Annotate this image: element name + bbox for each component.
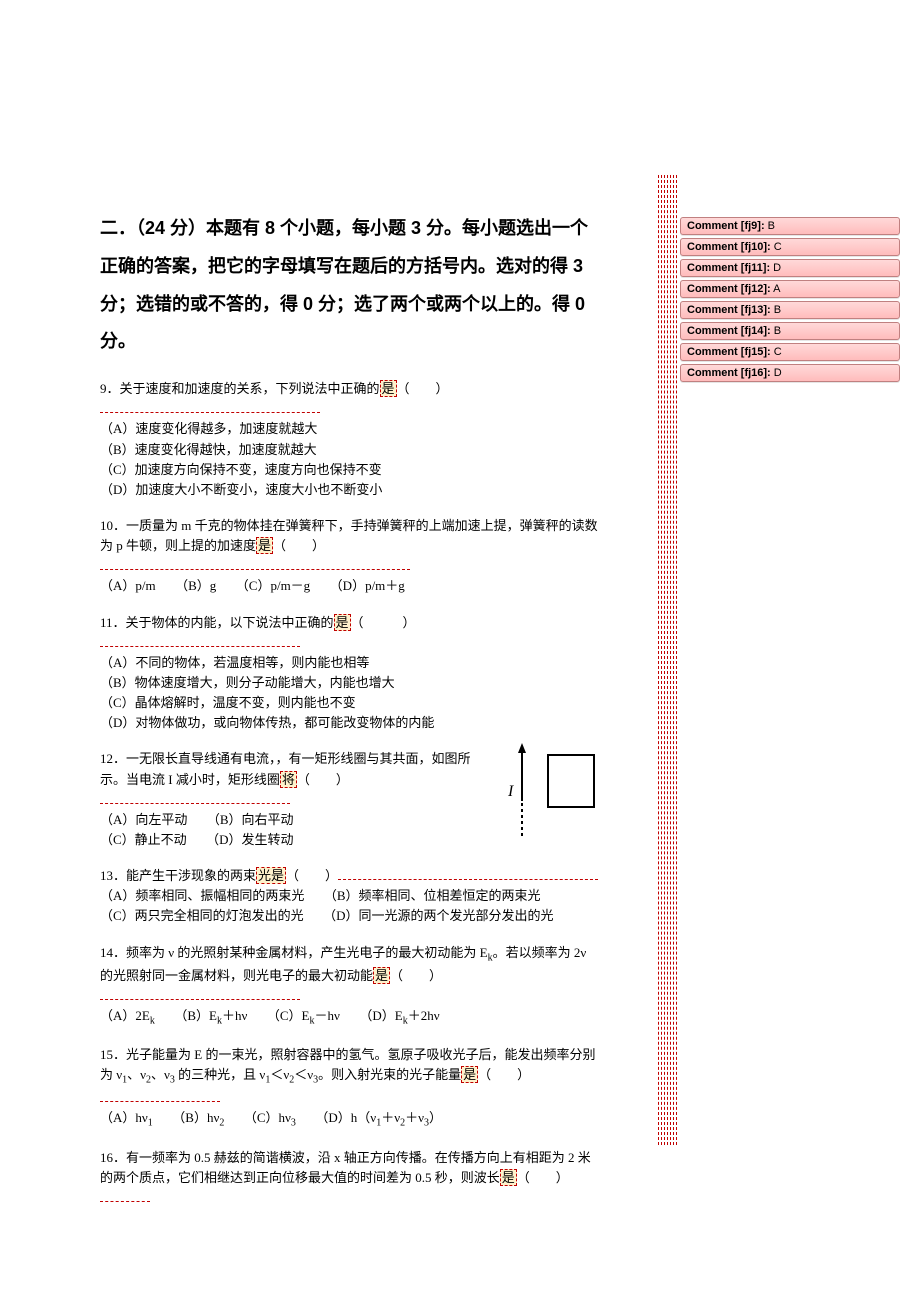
q9-opt-b: （B）速度变化得越快，加速度就越大 xyxy=(100,440,600,460)
q9-stem-a: 9．关于速度和加速度的关系，下列说法中正确的 xyxy=(100,381,380,396)
q12-stem-b: （ ） xyxy=(297,772,349,787)
svg-text:I: I xyxy=(507,783,514,800)
q13-opts-1: （A）频率相同、振幅相同的两束光 （B）频率相同、位相差恒定的两束光 xyxy=(100,886,600,906)
q14-highlight: 是 xyxy=(373,967,390,984)
q16-stem-b: （ ） xyxy=(517,1170,569,1185)
q13-stem-b: （ ） xyxy=(286,868,338,883)
comment-value: C xyxy=(771,346,782,358)
comment-label: Comment [fj14]: xyxy=(687,325,771,337)
comment-label: Comment [fj12]: xyxy=(687,283,771,295)
comment-label: Comment [fj10]: xyxy=(687,241,771,253)
q14-leader xyxy=(100,987,300,1000)
q16-leader xyxy=(100,1189,150,1202)
q9-highlight: 是 xyxy=(380,380,397,397)
comment-label: Comment [fj11]: xyxy=(687,262,770,274)
comment-label: Comment [fj16]: xyxy=(687,367,771,379)
question-9: 9．关于速度和加速度的关系，下列说法中正确的是（ ） （A）速度变化得越多，加速… xyxy=(100,379,600,500)
q15-opts: （A）hν1 （B）hν2 （C）hν3 （D）h（ν1＋ν2＋ν3） xyxy=(100,1108,600,1131)
q11-opt-b: （B）物体速度增大，则分子动能增大，内能也增大 xyxy=(100,673,600,693)
question-11: 11．关于物体的内能，以下说法中正确的是（ ） （A）不同的物体，若温度相等，则… xyxy=(100,613,600,734)
comment-value: C xyxy=(771,241,782,253)
comment-fj11[interactable]: Comment [fj11]: D xyxy=(680,259,900,277)
question-10: 10．一质量为 m 千克的物体挂在弹簧秤下，手持弹簧秤的上端加速上提，弹簧秤的读… xyxy=(100,516,600,597)
q11-opt-c: （C）晶体熔解时，温度不变，则内能也不变 xyxy=(100,693,600,713)
q14-stem-b: （ ） xyxy=(390,968,442,983)
comment-value: B xyxy=(771,325,781,337)
q11-stem-b: （ ） xyxy=(351,615,416,630)
question-16: 16．有一频率为 0.5 赫兹的简谐横波，沿 x 轴正方向传播。在传播方向上有相… xyxy=(100,1148,600,1208)
q14-opts: （A）2Ek （B）Ek＋hν （C）Ek－hν （D）Ek＋2hν xyxy=(100,1006,600,1029)
comment-fj12[interactable]: Comment [fj12]: A xyxy=(680,280,900,298)
comment-fj16[interactable]: Comment [fj16]: D xyxy=(680,364,900,382)
q13-stem-a: 13．能产生干涉现象的两束 xyxy=(100,868,256,883)
q10-stem-a: 10．一质量为 m 千克的物体挂在弹簧秤下，手持弹簧秤的上端加速上提，弹簧秤的读… xyxy=(100,518,598,553)
q15-stem-b: （ ） xyxy=(478,1067,530,1082)
q13-leader xyxy=(338,867,598,880)
comment-fj14[interactable]: Comment [fj14]: B xyxy=(680,322,900,340)
q12-opts-1: （A）向左平动 （B）向右平动 xyxy=(100,810,490,830)
comment-fj10[interactable]: Comment [fj10]: C xyxy=(680,238,900,256)
comment-value: B xyxy=(765,220,775,232)
comment-fj13[interactable]: Comment [fj13]: B xyxy=(680,301,900,319)
question-15: 15．光子能量为 E 的一束光，照射容器中的氢气。氢原子吸收光子后，能发出频率分… xyxy=(100,1045,600,1131)
q11-highlight: 是 xyxy=(334,614,351,631)
q13-highlight: 光是 xyxy=(256,867,286,884)
comment-fj15[interactable]: Comment [fj15]: C xyxy=(680,343,900,361)
q11-leader xyxy=(100,634,300,647)
q12-highlight: 将 xyxy=(280,771,297,788)
comment-value: A xyxy=(771,283,781,295)
q10-stem-b: （ ） xyxy=(273,538,325,553)
q10-highlight: 是 xyxy=(256,537,273,554)
q15-highlight: 是 xyxy=(461,1066,478,1083)
comment-label: Comment [fj15]: xyxy=(687,346,771,358)
q10-opts: （A）p/m （B）g （C）p/m－g （D）p/m＋g xyxy=(100,576,600,596)
q16-highlight: 是 xyxy=(500,1169,517,1186)
comment-fj9[interactable]: Comment [fj9]: B xyxy=(680,217,900,235)
q12-opts-2: （C）静止不动 （D）发生转动 xyxy=(100,830,490,850)
q9-leader xyxy=(100,400,320,413)
q9-stem-b: （ ） xyxy=(397,381,449,396)
q11-stem-a: 11．关于物体的内能，以下说法中正确的 xyxy=(100,615,334,630)
q14-stem-a: 14．频率为 ν 的光照射某种金属材料，产生光电子的最大初动能为 Ek。若以频率… xyxy=(100,945,586,983)
q11-opt-d: （D）对物体做功，或向物体传热，都可能改变物体的内能 xyxy=(100,713,600,733)
q9-opt-d: （D）加速度大小不断变小，速度大小也不断变小 xyxy=(100,480,600,500)
document-body: 二．（24 分）本题有 8 个小题，每小题 3 分。每小题选出一个正确的答案，把… xyxy=(100,210,600,1224)
q10-leader xyxy=(100,557,410,570)
comments-pane: Comment [fj9]: B Comment [fj10]: C Comme… xyxy=(680,217,900,385)
comment-label: Comment [fj13]: xyxy=(687,304,771,316)
q11-opt-a: （A）不同的物体，若温度相等，则内能也相等 xyxy=(100,653,600,673)
q12-figure: I xyxy=(500,741,610,841)
comment-value: D xyxy=(771,367,782,379)
comment-label: Comment [fj9]: xyxy=(687,220,765,232)
comment-value: D xyxy=(770,262,781,274)
q9-opt-c: （C）加速度方向保持不变，速度方向也保持不变 xyxy=(100,460,600,480)
question-12: 12．一无限长直导线通有电流，，有一矩形线圈与其共面，如图所示。当电流 I 减小… xyxy=(100,749,600,850)
question-13: 13．能产生干涉现象的两束光是（ ） （A）频率相同、振幅相同的两束光 （B）频… xyxy=(100,866,600,926)
section-title: 二．（24 分）本题有 8 个小题，每小题 3 分。每小题选出一个正确的答案，把… xyxy=(100,210,600,361)
q13-opts-2: （C）两只完全相同的灯泡发出的光 （D）同一光源的两个发光部分发出的光 xyxy=(100,906,600,926)
q9-opt-a: （A）速度变化得越多，加速度就越大 xyxy=(100,419,600,439)
comment-value: B xyxy=(771,304,781,316)
q15-leader xyxy=(100,1089,220,1102)
question-14: 14．频率为 ν 的光照射某种金属材料，产生光电子的最大初动能为 Ek。若以频率… xyxy=(100,943,600,1029)
q12-leader xyxy=(100,791,290,804)
